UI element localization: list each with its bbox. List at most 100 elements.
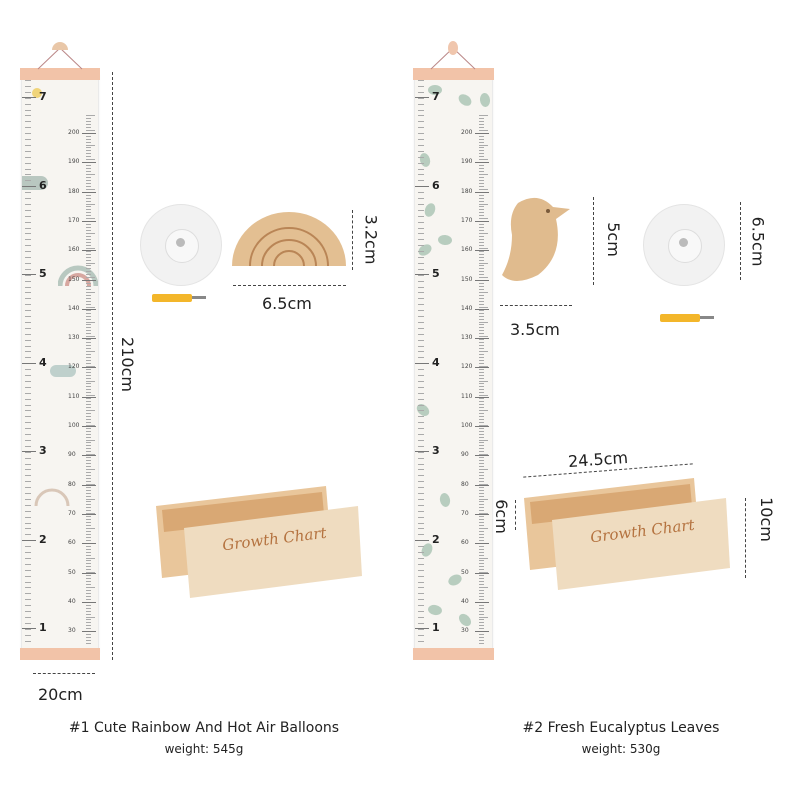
ruler-tick [479, 144, 488, 146]
ruler-foot-tick [22, 451, 36, 452]
ruler-tick [86, 168, 91, 170]
ruler-tick [86, 306, 95, 308]
leaf-mark [448, 574, 462, 586]
ruler-tick [86, 536, 91, 538]
ruler-tick [418, 599, 424, 601]
ruler-tick [479, 604, 484, 606]
ruler-tick [86, 165, 91, 167]
leaf-mark [438, 234, 452, 246]
ruler-tick [25, 581, 31, 583]
ruler-tick [25, 168, 31, 170]
ruler-tick [418, 127, 424, 129]
ruler-tick [418, 268, 424, 270]
ruler-tick [25, 209, 31, 211]
ruler-tick [86, 430, 91, 432]
ruler-tick [479, 218, 488, 220]
ruler-cm-label: 130 [68, 334, 80, 342]
ruler-tick [418, 422, 424, 424]
ruler-cm-label: 140 [461, 304, 473, 312]
wall-mount-disc [643, 204, 725, 286]
ruler-tick [86, 194, 91, 196]
ruler-tick [418, 481, 424, 483]
ruler-tick [479, 448, 484, 450]
ruler-tick [25, 227, 31, 229]
ruler-foot-tick [22, 362, 36, 364]
ruler-tick [418, 192, 424, 194]
ruler-tick [479, 454, 488, 456]
ruler-tick [418, 345, 424, 347]
ruler-cm-tick [475, 191, 489, 193]
ruler-cm-label: 120 [68, 363, 80, 371]
ruler-tick [86, 153, 91, 155]
ruler-cm-tick [475, 426, 489, 427]
ruler-tick [25, 587, 31, 589]
ruler-tick [479, 253, 484, 255]
ruler-tick [86, 176, 91, 178]
ruler-cm-tick [475, 367, 489, 369]
length-dimension-line [112, 72, 113, 660]
ruler-tick [86, 578, 91, 580]
ruler-tick [418, 80, 424, 81]
ruler-tick [25, 292, 31, 294]
ruler-tick [418, 575, 424, 577]
ruler-tick [86, 395, 95, 397]
growth-chart-eucalyptus [415, 74, 492, 654]
ruler-cm-tick [82, 338, 96, 340]
ruler-tick [86, 377, 91, 379]
ruler-tick [479, 365, 488, 367]
ruler-cm-label: 150 [461, 275, 473, 283]
ruler-cm-label: 190 [68, 158, 80, 166]
hook-width-label: 6.5cm [262, 294, 312, 313]
leaf-mark [418, 244, 432, 256]
ruler-tick [25, 280, 31, 282]
ruler-tick [86, 268, 91, 270]
ruler-tick [25, 333, 31, 335]
ruler-tick [479, 289, 484, 291]
ruler-tick [86, 259, 91, 261]
ruler-tick [418, 180, 424, 182]
ruler-tick [479, 489, 484, 491]
wooden-gift-box [156, 486, 362, 598]
ruler-tick [418, 622, 424, 624]
ruler-cm-tick [475, 308, 489, 310]
ruler-tick [479, 294, 484, 296]
ruler-cm-label: 110 [461, 392, 473, 400]
ruler-tick [418, 239, 424, 241]
ruler-cm-tick [475, 162, 489, 164]
ruler-tick [25, 463, 31, 465]
ruler-tick [25, 363, 31, 365]
ruler-tick [479, 271, 484, 273]
ruler-tick [25, 304, 31, 306]
ruler-cm-label: 100 [461, 422, 473, 429]
ruler-tick [86, 460, 91, 462]
ruler-tick [479, 519, 484, 521]
ruler-tick [418, 227, 424, 229]
ruler-tick [479, 182, 484, 184]
hook-height-label: 5cm [603, 222, 623, 257]
ruler-tick [479, 353, 484, 355]
ruler-tick [479, 628, 484, 630]
ruler-tick [86, 463, 91, 465]
ruler-cm-tick [82, 484, 96, 486]
ruler-tick [86, 265, 91, 267]
ruler-tick [86, 289, 91, 291]
ruler-tick [418, 198, 424, 199]
ruler-tick [479, 495, 484, 497]
ruler-tick [86, 474, 91, 476]
ruler-tick [25, 410, 31, 412]
ruler-tick [479, 480, 484, 482]
ruler-tick [86, 336, 95, 338]
ruler-tick [479, 306, 488, 308]
ruler-cm-tick [82, 162, 96, 164]
ruler-tick [479, 165, 484, 167]
ruler-tick [418, 510, 424, 512]
ruler-tick [479, 185, 484, 187]
ruler-tick [479, 138, 484, 140]
rainbow-decoration-icon [58, 265, 98, 287]
ruler-tick [25, 534, 31, 536]
ruler-tick [86, 117, 91, 119]
ruler-foot-tick [22, 97, 36, 98]
product-2-weight: weight: 530g [581, 742, 661, 756]
sun-icon [32, 88, 42, 98]
ruler-tick [25, 198, 31, 199]
